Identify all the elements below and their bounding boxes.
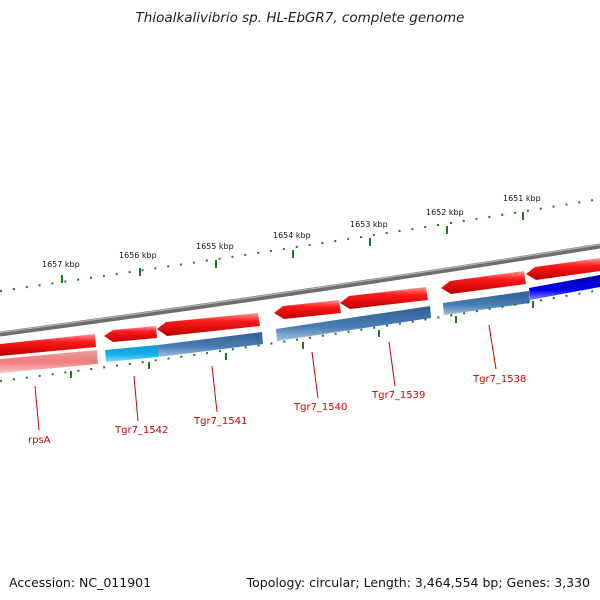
genome-stats-text: Topology: circular; Length: 3,464,554 bp…: [246, 575, 590, 590]
gene-label-tgr7-1541: Tgr7_1541: [193, 416, 247, 427]
gene-label-rpsA: rpsA: [28, 435, 51, 446]
band-segment-cyan: [105, 345, 159, 362]
gene-arrow-next[interactable]: [526, 258, 600, 280]
accession-text: Accession: NC_011901: [9, 575, 152, 590]
inner-tick-track: [0, 289, 600, 382]
scale-label-1651: 1651 kbp: [503, 194, 541, 203]
band-segment-blue-2: [276, 306, 431, 341]
gene-features-red: [0, 258, 600, 356]
band-segment-darkblue: [529, 275, 600, 300]
gene-arrow-tgr7-1539[interactable]: [340, 287, 428, 309]
gene-arrow-tgr7-1540[interactable]: [274, 300, 341, 319]
gene-arrow-tgr7-1538[interactable]: [441, 271, 526, 294]
genome-backbone: [0, 243, 600, 337]
band-segment-blue-1: [158, 332, 263, 357]
band-segment-blue-3: [443, 291, 530, 315]
inner-major-ticks: [70, 301, 534, 378]
feature-band: [0, 275, 600, 373]
outer-tick-track: [0, 198, 600, 292]
scale-label-1652: 1652 kbp: [426, 208, 464, 217]
gene-arrow-rpsA[interactable]: [0, 334, 96, 356]
scale-label-1653: 1653 kbp: [350, 220, 388, 229]
map-title: Thioalkalivibrio sp. HL-EbGR7, complete …: [135, 10, 465, 26]
gene-label-tgr7-1542: Tgr7_1542: [114, 425, 168, 436]
gene-label-tgr7-1538: Tgr7_1538: [472, 374, 526, 385]
outer-major-ticks: [61, 212, 524, 283]
band-segment-pink: [0, 350, 98, 373]
gene-label-tgr7-1540: Tgr7_1540: [293, 402, 347, 413]
scale-label-1655: 1655 kbp: [196, 242, 234, 251]
scale-label-1656: 1656 kbp: [119, 251, 157, 260]
gene-arrow-tgr7-1541[interactable]: [157, 313, 260, 336]
gene-label-tgr7-1539: Tgr7_1539: [371, 390, 425, 401]
scale-label-1657: 1657 kbp: [42, 260, 80, 269]
label-leaders: [34, 324, 497, 431]
gene-arrow-tgr7-1542[interactable]: [104, 326, 157, 342]
scale-label-1654: 1654 kbp: [273, 231, 311, 240]
